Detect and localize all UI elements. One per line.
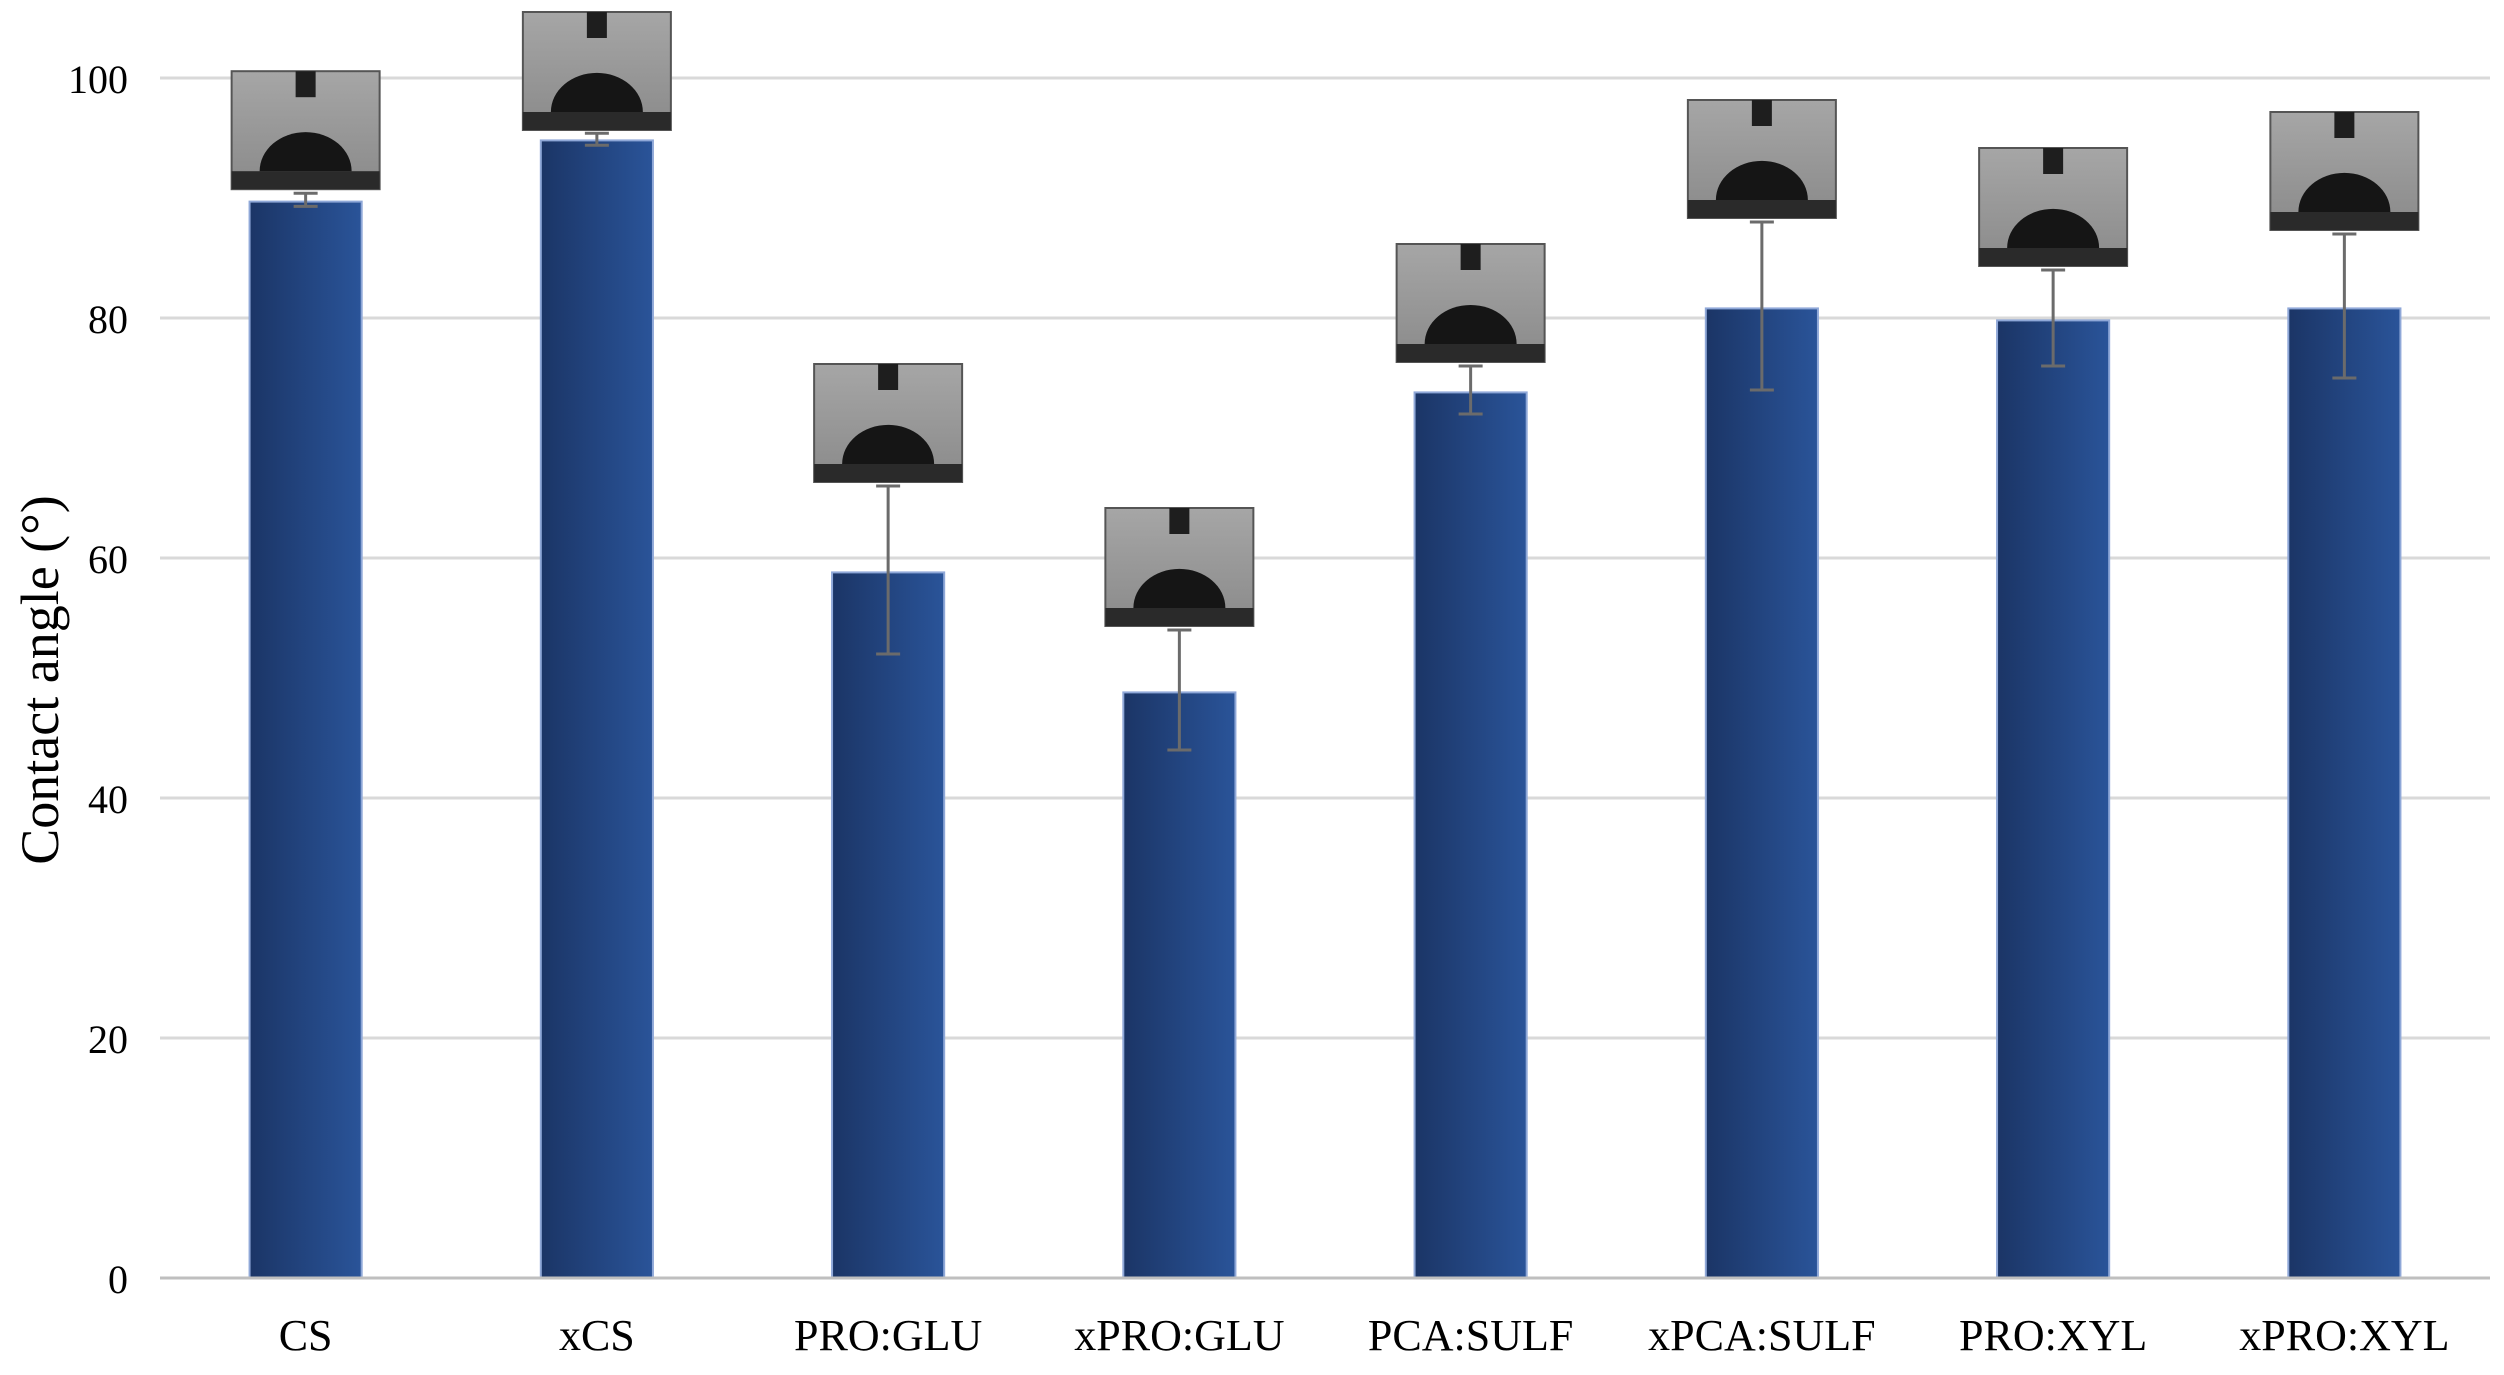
gridlines <box>160 76 2490 1040</box>
y-tick-label: 20 <box>88 1017 128 1062</box>
bar <box>1413 391 1528 1279</box>
y-tick-label: 100 <box>68 57 128 102</box>
droplet-images <box>230 11 2420 627</box>
y-tick-label: 60 <box>88 537 128 582</box>
droplet-image <box>1395 243 1546 363</box>
bar <box>1996 319 2111 1279</box>
x-tick-label: xPCA:SULF <box>1648 1311 1875 1360</box>
y-tick-label: 80 <box>88 297 128 342</box>
y-tick-label: 0 <box>108 1257 128 1302</box>
droplet-image <box>521 11 672 131</box>
x-tick-label: PRO:XYL <box>1959 1311 2147 1360</box>
droplet-image <box>1104 507 1255 627</box>
bar <box>1122 691 1237 1279</box>
droplet-image <box>1686 99 1837 219</box>
labels: Contact angle (°) 0 20 40 60 80 100 CS xCS PRO:G… <box>10 57 2450 1360</box>
y-axis-label: Contact angle (°) <box>10 495 70 864</box>
bar <box>2287 307 2402 1279</box>
bar <box>539 139 654 1279</box>
x-tick-label: xPRO:GLU <box>1074 1311 1284 1360</box>
bar <box>248 200 363 1280</box>
error-bars <box>293 131 2357 752</box>
x-tick-label: PRO:GLU <box>794 1311 982 1360</box>
droplet-image <box>813 363 964 483</box>
droplet-image <box>2269 111 2420 231</box>
bar <box>831 571 946 1279</box>
x-tick-label: xPRO:XYL <box>2239 1311 2449 1360</box>
droplet-image <box>1978 147 2129 267</box>
bar <box>1704 307 1819 1279</box>
y-tick-label: 40 <box>88 777 128 822</box>
x-tick-label: CS <box>279 1311 333 1360</box>
droplet-image <box>230 70 381 191</box>
x-tick-label: PCA:SULF <box>1368 1311 1573 1360</box>
bars <box>248 139 2402 1280</box>
x-tick-label: xCS <box>559 1311 635 1360</box>
